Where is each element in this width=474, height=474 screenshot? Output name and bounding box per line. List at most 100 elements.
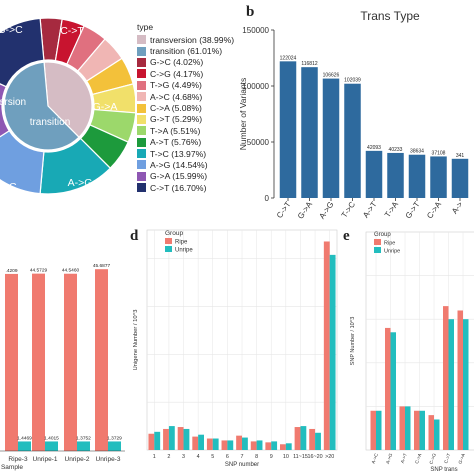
pie-inner-label: version — [0, 97, 26, 108]
legend-item: A->C (4.68%) — [137, 91, 247, 102]
x-axis-label: SNP trans — [430, 467, 457, 473]
legend-swatch — [137, 183, 146, 193]
bar-unripe — [463, 319, 469, 450]
legend-swatch — [137, 92, 146, 102]
bar-unripe — [256, 440, 263, 450]
x-tick-label: >20 — [325, 454, 334, 460]
bar-unripe — [154, 431, 161, 450]
bar-unripe — [285, 443, 292, 450]
legend-label: C->T (16.70%) — [150, 182, 207, 193]
x-tick-label: Unripe-1 — [33, 456, 58, 463]
bar-unripe — [242, 437, 248, 450]
legend-title: Group — [374, 232, 391, 238]
x-tick-label: 1 — [153, 454, 156, 460]
bar-ripe — [457, 310, 463, 450]
x-tick-label: 10 — [283, 454, 289, 460]
x-tick-label: C->A — [414, 452, 423, 465]
legend-label: Ripe — [175, 240, 188, 246]
bar-unripe — [434, 419, 440, 450]
x-tick-label: C->T — [443, 452, 451, 464]
legend-label: T->G (4.49%) — [150, 80, 202, 91]
bar-unripe — [212, 438, 219, 450]
pie-label: A->G — [68, 177, 93, 189]
pie-slice-outer — [0, 129, 45, 195]
chart-title: Trans Type — [360, 9, 420, 23]
legend-swatch-unripe — [374, 247, 381, 253]
bar-value-label: 102039 — [344, 78, 361, 84]
y-axis-label: SNP Number / 10^3 — [350, 317, 356, 366]
legend-title: Group — [165, 230, 183, 237]
legend-label: G->C (4.02%) — [150, 57, 204, 68]
x-tick-label: G->A — [296, 199, 315, 220]
x-tick-label: A->C — [371, 452, 380, 464]
x-axis-label: Sample — [1, 464, 23, 471]
x-tick-label: G->A — [458, 452, 467, 465]
x-tick-label: C->A — [425, 199, 443, 220]
bar-ripe — [5, 273, 18, 451]
x-tick-label: G->T — [404, 200, 422, 220]
bar-ripe — [414, 410, 420, 450]
bar-value-label: 42093 — [367, 145, 381, 151]
bar-unripe — [198, 434, 204, 450]
pie-slice-inner — [43, 61, 93, 139]
pie-slice-outer — [0, 83, 11, 138]
bar-ripe — [250, 441, 257, 450]
legend-label: Unripe — [384, 249, 400, 255]
bar — [451, 158, 469, 198]
legend-item: transversion (38.99%) — [137, 34, 247, 45]
x-tick-label: T->A — [383, 199, 401, 219]
legend-swatch — [137, 114, 146, 124]
bar-value-label: 44.5729 — [30, 268, 48, 274]
bar-unripe — [300, 426, 307, 450]
legend-swatch — [137, 137, 146, 147]
bar-value-label: 1.4469 — [17, 435, 32, 441]
bar-value-label: 38634 — [410, 149, 424, 155]
panel-letter-e: e — [343, 228, 350, 244]
bar-unripe — [77, 441, 90, 451]
pie-label: G->C — [0, 24, 23, 36]
bar-ripe — [192, 436, 199, 450]
legend-label: C->A (5.08%) — [150, 103, 202, 114]
legend-label: A->G (14.54%) — [150, 159, 208, 170]
legend-item: G->A (15.99%) — [137, 171, 247, 182]
bar — [301, 67, 318, 198]
bar-value-label: 1.3729 — [107, 435, 122, 441]
pie-legend: type transversion (38.99%) transition (61… — [137, 22, 247, 193]
x-tick-label: 3 — [182, 454, 185, 460]
bar-chart-b: Trans Type 0 50000 100000 150000 Number of Va… — [238, 9, 469, 221]
pie-chart-a: G->C C->T G->A A->G ->C transition version — [0, 17, 135, 195]
y-axis-label: Number of Variants — [238, 78, 248, 151]
pie-label: ->C — [0, 181, 17, 193]
x-tick-label: A->T — [361, 200, 379, 220]
panel-letter-b: b — [246, 4, 255, 20]
legend-swatch — [137, 126, 146, 136]
legend-label: G->A (15.99%) — [150, 171, 208, 182]
bar-unripe — [419, 410, 425, 450]
x-tick-label: 7 — [241, 454, 244, 460]
legend-swatch — [137, 149, 146, 159]
legend-item: G->T (5.29%) — [137, 114, 247, 125]
x-tick-label: 8 — [255, 454, 258, 460]
bar-value-label: .4209 — [5, 268, 17, 274]
legend-item: C->A (5.08%) — [137, 102, 247, 113]
legend-swatch — [137, 103, 146, 113]
bar-ripe — [265, 442, 272, 450]
legend-label: G->T (5.29%) — [150, 114, 203, 125]
legend-swatch — [137, 57, 146, 67]
bar-value-label: 37108 — [432, 150, 446, 156]
x-tick-label: 2 — [167, 454, 170, 460]
y-axis-label: Unigene Number / 10^3 — [133, 309, 139, 370]
legend-swatch — [137, 46, 146, 56]
bar-unripe — [405, 406, 411, 450]
bar-value-label: 1.3752 — [76, 435, 91, 441]
x-tick-label: A->G — [385, 452, 394, 464]
bar — [279, 61, 297, 199]
bar-ripe — [236, 435, 242, 450]
x-tick-label: 11~15 — [293, 454, 308, 460]
x-tick-label: 6 — [226, 454, 229, 460]
x-tick-label: 16~20 — [308, 454, 323, 460]
bar — [322, 78, 340, 198]
x-tick-label: Unripe-3 — [96, 456, 121, 463]
pie-inner-label: transition — [30, 117, 71, 128]
